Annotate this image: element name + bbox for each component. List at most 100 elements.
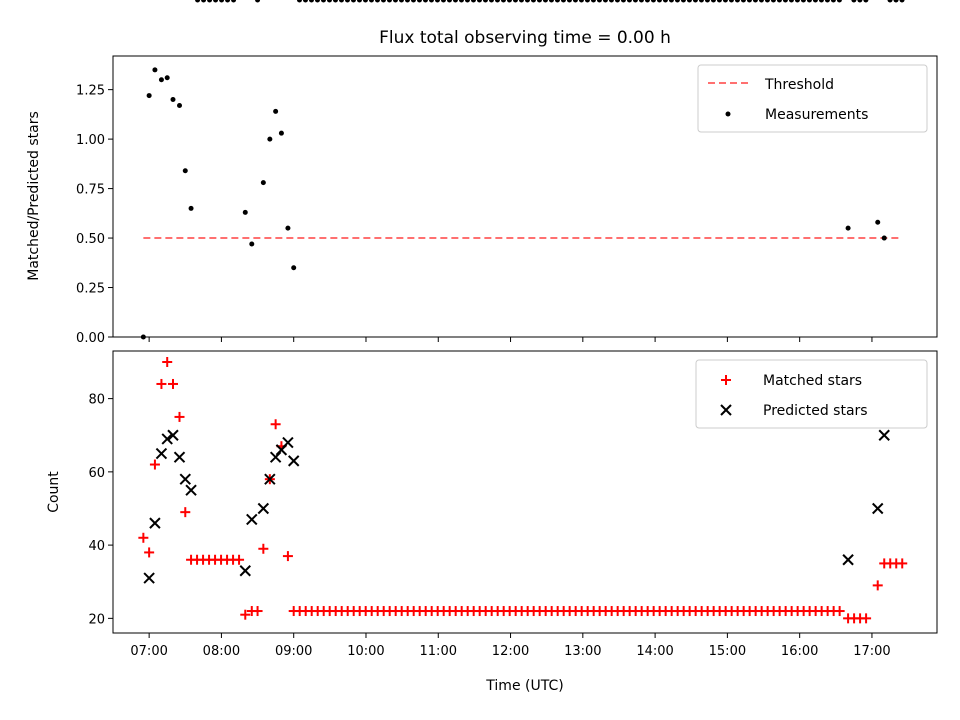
- measurement-point: [764, 0, 770, 3]
- matched-star-point: [282, 551, 293, 562]
- measurement-point: [296, 0, 302, 3]
- matched-star-point: [167, 378, 178, 389]
- count-points: [138, 356, 908, 624]
- matched-star-point: [174, 411, 185, 422]
- measurement-point: [728, 0, 734, 3]
- measurement-point: [267, 136, 273, 142]
- matched-star-point: [162, 356, 173, 367]
- measurement-point: [626, 0, 632, 3]
- chart-title: Flux total observing time = 0.00 h: [379, 28, 671, 48]
- measurement-point: [219, 0, 225, 3]
- measurement-point: [536, 0, 542, 3]
- matched-star-point: [144, 547, 155, 558]
- measurement-point: [446, 0, 452, 3]
- ratio-legend: Threshold Measurements: [697, 64, 928, 133]
- measurement-point: [602, 0, 608, 3]
- measurement-point: [146, 93, 152, 99]
- measurement-point: [380, 0, 386, 3]
- measurement-point: [434, 0, 440, 3]
- matched-star-point: [156, 378, 167, 389]
- matched-star-point: [270, 419, 281, 430]
- predicted-star-point: [264, 473, 276, 485]
- predicted-star-point: [872, 502, 884, 515]
- measurement-point: [656, 0, 662, 3]
- measurement-point: [806, 0, 812, 3]
- predicted-star-point: [239, 565, 251, 577]
- measurement-point: [530, 0, 536, 3]
- predicted-star-point: [173, 451, 186, 463]
- x-tick-label: 13:00: [564, 644, 601, 659]
- measurement-point: [542, 0, 548, 3]
- measurement-point: [255, 0, 261, 3]
- measurement-point: [225, 0, 231, 3]
- measurement-point: [818, 0, 824, 3]
- measurement-point: [518, 0, 524, 3]
- measurement-point: [476, 0, 482, 3]
- measurement-point: [794, 0, 800, 3]
- x-tick-label: 15:00: [709, 644, 746, 659]
- measurement-point: [278, 130, 284, 136]
- measurement-point: [548, 0, 554, 3]
- measurement-point: [800, 0, 806, 3]
- measurement-point: [170, 97, 176, 103]
- count-legend-box: [695, 359, 928, 429]
- measurement-point: [722, 0, 728, 3]
- measurements-legend-label: Measurements: [765, 107, 868, 123]
- count-xticks: 07:00 08:00 09:00 10:00 11:00 12:00 13:00 14:00…: [130, 633, 891, 659]
- count-legend: Matched stars Predicted stars: [695, 359, 928, 429]
- measurement-point: [881, 235, 887, 241]
- measurement-point: [500, 0, 506, 3]
- predicted-star-point: [282, 436, 294, 449]
- measurement-point: [632, 0, 638, 3]
- predicted-star-point: [257, 502, 270, 515]
- measurement-point: [566, 0, 572, 3]
- measurement-point: [404, 0, 410, 3]
- measurement-point: [851, 0, 857, 3]
- y-tick-label: 20: [88, 612, 105, 627]
- ratio-panel: 0.00 0.25 0.50 0.75 1.00 1.25 Matched/Predict…: [26, 0, 938, 346]
- measurement-point: [422, 0, 428, 3]
- y-tick-label: 0.75: [76, 183, 105, 198]
- ratio-xticks: [148, 337, 873, 342]
- y-tick-label: 0.50: [76, 232, 105, 247]
- measurement-point: [320, 0, 326, 3]
- measurement-point: [374, 0, 380, 3]
- measurement-point: [188, 205, 194, 211]
- matched-star-point: [258, 543, 269, 554]
- count-panel: 20 40 60 80 07:00 08:00 09:00 10:00 11:00 12:00 1…: [46, 350, 938, 694]
- measurement-point: [668, 0, 674, 3]
- measurement-point: [524, 0, 530, 3]
- predicted-star-point: [878, 429, 890, 441]
- measurement-point: [368, 0, 374, 3]
- measurement-point: [494, 0, 500, 3]
- predicted-star-point: [161, 433, 173, 445]
- matched-legend-swatch: [721, 375, 731, 385]
- x-tick-label: 14:00: [636, 644, 673, 659]
- measurement-point: [776, 0, 782, 3]
- measurement-point: [213, 0, 219, 3]
- measurement-point: [836, 0, 842, 3]
- measurements-legend-swatch: [725, 111, 731, 117]
- measurement-point: [242, 209, 248, 215]
- predicted-star-point: [287, 455, 300, 467]
- measurement-point: [350, 0, 356, 3]
- measurement-point: [734, 0, 740, 3]
- measurement-point: [887, 0, 893, 3]
- measurement-point: [386, 0, 392, 3]
- matched-star-point: [138, 532, 149, 543]
- ratio-yticks: 0.00 0.25 0.50 0.75 1.00 1.25: [76, 84, 113, 346]
- measurement-point: [231, 0, 237, 3]
- measurement-point: [674, 0, 680, 3]
- measurement-point: [686, 0, 692, 3]
- measurement-point: [260, 180, 266, 186]
- ratio-axes-frame: [112, 55, 938, 338]
- x-tick-label: 08:00: [203, 644, 240, 659]
- predicted-legend-swatch: [720, 404, 732, 416]
- measurement-point: [680, 0, 686, 3]
- matched-star-point: [897, 558, 908, 569]
- measurement-point: [650, 0, 656, 3]
- y-tick-label: 0.00: [76, 331, 105, 346]
- measurement-point: [590, 0, 596, 3]
- measurement-point: [512, 0, 518, 3]
- predicted-star-point: [269, 451, 282, 463]
